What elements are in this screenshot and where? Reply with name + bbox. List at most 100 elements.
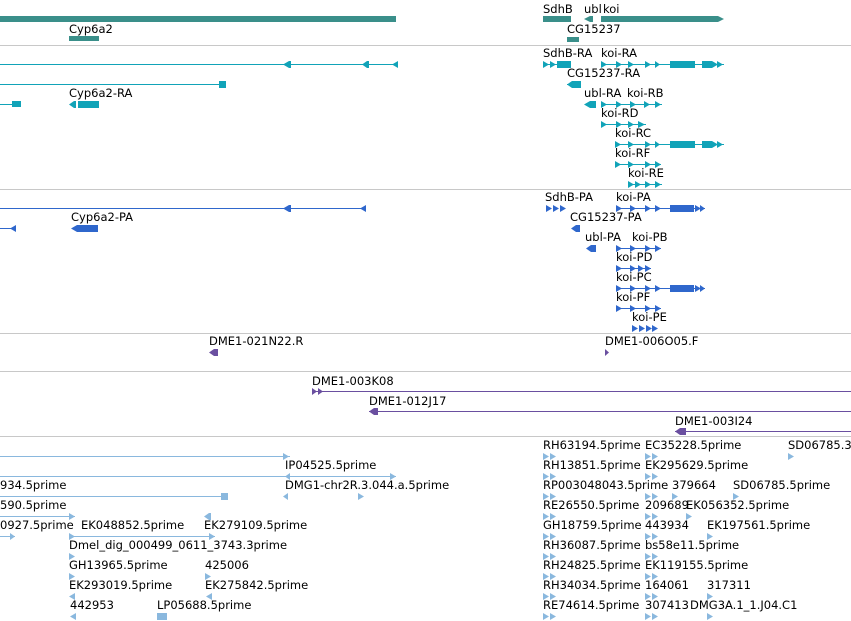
feature-label: 0927.5prime — [0, 518, 74, 532]
exon-glyph — [362, 61, 369, 68]
gene-glyph[interactable] — [0, 16, 396, 22]
clone-end-glyph[interactable] — [209, 349, 218, 356]
feature-label: EK279109.5prime — [204, 518, 308, 532]
feature-label: 209689 — [645, 498, 689, 512]
exon-glyph — [616, 205, 705, 212]
feature-label: koi — [603, 2, 620, 16]
mrna-track — [0, 61, 724, 188]
feature-label: EK197561.5prime — [707, 518, 811, 532]
est-track — [0, 453, 794, 620]
est-glyph — [283, 453, 289, 460]
exon-glyph — [546, 205, 566, 212]
feature-label: SdhB-RA — [543, 46, 593, 60]
exon-glyph — [601, 61, 723, 68]
est-glyph — [543, 613, 713, 620]
exon-glyph — [78, 101, 99, 108]
feature-label: SD06785.5prime — [733, 478, 831, 492]
feature-label: CG15237-PA — [570, 210, 642, 224]
feature-label: RH36087.5prime — [543, 538, 641, 552]
feature-label: 317311 — [707, 578, 751, 592]
feature-label: 934.5prime — [0, 478, 67, 492]
feature-label: SD06785.3 — [788, 438, 851, 452]
gene-glyph-ubl[interactable] — [584, 16, 593, 22]
clone-glyph — [312, 388, 323, 395]
clone-end-glyph[interactable] — [605, 349, 609, 356]
feature-label: ubl-PA — [585, 230, 621, 244]
exon-glyph — [10, 225, 16, 232]
protein-track — [0, 205, 705, 332]
exon-glyph — [69, 101, 76, 108]
feature-label: LP05688.5prime — [157, 598, 252, 612]
est-glyph — [204, 513, 211, 520]
feature-label: koi-PF — [616, 290, 651, 304]
feature-label: SdhB — [543, 2, 573, 16]
est-glyph — [283, 493, 364, 500]
feature-label: koi-RE — [628, 166, 664, 180]
exon-glyph — [584, 101, 596, 108]
gene-glyph-cyp6a2[interactable] — [69, 36, 99, 41]
feature-label: RH24825.5prime — [543, 558, 641, 572]
feature-label: bs58e11.5prime — [645, 538, 740, 552]
feature-label: EK056352.5prime — [686, 498, 790, 512]
feature-label: IP04525.5prime — [285, 458, 377, 472]
feature-label: ubl — [584, 2, 602, 16]
feature-label: koi-RD — [601, 106, 639, 120]
feature-label: DMG3A.1_1.J04.C1 — [690, 598, 798, 612]
feature-label: GH13965.5prime — [69, 558, 168, 572]
exon-glyph — [360, 205, 366, 212]
exon-glyph — [543, 61, 571, 68]
feature-label: koi-RF — [615, 146, 651, 160]
feature-label: DMG1-chr2R.3.044.a.5prime — [285, 478, 450, 492]
est-glyph — [221, 493, 228, 500]
clone-track — [312, 388, 851, 435]
exon-glyph — [71, 225, 79, 232]
gene-glyph-koi[interactable] — [601, 16, 724, 22]
feature-label: EK293019.5prime — [69, 578, 173, 592]
feature-label: koi-RC — [615, 126, 652, 140]
feature-label: SdhB-PA — [545, 190, 593, 204]
feature-label: koi-PD — [616, 250, 653, 264]
feature-label: Cyp6a2 — [69, 22, 113, 36]
clone-end-track — [209, 349, 609, 356]
feature-label: RH34034.5prime — [543, 578, 641, 592]
feature-label: koi-RB — [627, 86, 664, 100]
feature-label: koi-PC — [616, 270, 652, 284]
feature-label: RH13851.5prime — [543, 458, 641, 472]
gene-glyph-cg15237[interactable] — [567, 37, 579, 42]
feature-label: Cyp6a2-RA — [69, 86, 133, 100]
est-glyph — [10, 533, 15, 540]
exon-glyph — [79, 225, 98, 232]
clone-glyph — [675, 428, 686, 435]
feature-label: koi-PE — [632, 310, 667, 324]
feature-label: DME1-003K08 — [312, 374, 394, 388]
feature-label: 442953 — [70, 598, 114, 612]
feature-label: EK119155.5prime — [645, 558, 749, 572]
est-glyph — [543, 513, 692, 520]
feature-label: RH63194.5prime — [543, 438, 641, 452]
feature-label: EK275842.5prime — [205, 578, 309, 592]
feature-label: RP003048043.5prime — [543, 478, 669, 492]
feature-label: DME1-021N22.R — [209, 334, 304, 348]
feature-label: EK295629.5prime — [645, 458, 749, 472]
exon-glyph — [632, 325, 658, 332]
feature-label: CG15237 — [567, 22, 621, 36]
feature-label: DME1-012J17 — [369, 394, 447, 408]
gene-track — [0, 16, 724, 42]
feature-label: Cyp6a2-PA — [71, 210, 134, 224]
feature-label: CG15237-RA — [567, 66, 641, 80]
exon-glyph — [571, 225, 580, 232]
feature-label: 590.5prime — [0, 498, 67, 512]
feature-label: DME1-003I24 — [675, 414, 753, 428]
feature-label: GH18759.5prime — [543, 518, 642, 532]
est-glyph — [69, 553, 75, 560]
exon-glyph — [616, 265, 651, 272]
feature-label: RE26550.5prime — [543, 498, 640, 512]
exon-glyph — [283, 61, 291, 68]
feature-label: 164061 — [645, 578, 689, 592]
exon-glyph — [567, 81, 581, 88]
gene-glyph-sdhb[interactable] — [543, 16, 571, 22]
est-glyph — [70, 613, 167, 620]
exon-glyph — [283, 205, 291, 212]
feature-label: 379664 — [672, 478, 716, 492]
